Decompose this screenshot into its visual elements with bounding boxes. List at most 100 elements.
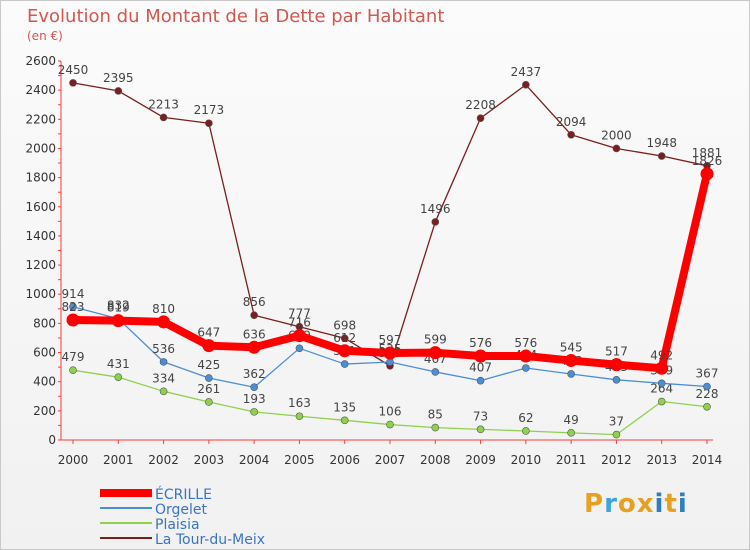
data-point [476, 114, 485, 122]
data-label: 1496 [420, 202, 451, 216]
data-label: 2437 [511, 65, 542, 79]
data-point [69, 302, 77, 311]
data-label: 914 [62, 287, 85, 301]
data-point [386, 420, 394, 429]
y-tick-label: 600 [33, 346, 56, 360]
x-tick-label: 2004 [239, 453, 270, 467]
data-label: 2395 [103, 71, 134, 85]
data-label: 228 [696, 387, 719, 401]
y-tick-label: 1000 [25, 287, 56, 301]
data-point [250, 383, 258, 392]
legend-label: Orgelet [155, 502, 208, 518]
data-label: 193 [243, 392, 266, 406]
data-point [205, 119, 213, 128]
data-point [159, 113, 168, 122]
x-tick-label: 2005 [284, 453, 315, 467]
data-label: 37 [609, 415, 624, 429]
data-label: 479 [62, 350, 85, 364]
data-point [703, 402, 711, 411]
data-label: 1881 [692, 146, 723, 160]
data-point [205, 374, 213, 382]
y-tick-label: 200 [33, 404, 56, 418]
data-point [657, 397, 666, 406]
data-point [250, 408, 258, 416]
data-point [657, 379, 666, 388]
data-point [657, 152, 666, 160]
data-point [340, 360, 349, 368]
data-label: 431 [107, 357, 130, 371]
data-point [431, 218, 440, 226]
x-tick-label: 2011 [556, 453, 587, 467]
data-label: 2173 [194, 103, 225, 117]
data-label: 819 [107, 301, 130, 315]
data-label: 425 [197, 358, 220, 372]
x-tick-label: 2009 [465, 453, 496, 467]
y-tick-label: 400 [33, 375, 56, 389]
data-point [69, 79, 77, 87]
data-point [295, 412, 304, 421]
data-label: 492 [650, 348, 673, 362]
data-point [69, 366, 77, 374]
data-point [609, 358, 623, 372]
data-point [476, 425, 485, 434]
data-label: 49 [564, 413, 579, 427]
data-point [383, 346, 397, 360]
data-label: 823 [62, 300, 85, 314]
data-label: 517 [605, 345, 628, 359]
data-label: 2208 [465, 98, 496, 112]
y-tick-label: 2400 [25, 83, 56, 97]
x-tick-label: 2008 [420, 453, 451, 467]
data-label: 85 [428, 408, 443, 422]
chart-subtitle: (en €) [27, 29, 63, 43]
y-tick-label: 2600 [25, 54, 56, 68]
data-point [386, 358, 394, 366]
data-point [564, 354, 578, 368]
data-point [431, 423, 440, 432]
data-label: 810 [152, 302, 175, 316]
data-point [295, 344, 304, 353]
data-point [567, 370, 575, 378]
data-label: 2094 [556, 115, 587, 129]
data-label: 163 [288, 396, 311, 410]
data-point [700, 167, 714, 181]
data-point [205, 398, 213, 406]
data-point [159, 358, 168, 366]
x-tick-label: 2001 [103, 453, 134, 467]
x-tick-label: 2006 [329, 453, 360, 467]
data-point [250, 311, 258, 320]
data-point [202, 339, 216, 353]
x-tick-label: 2012 [601, 453, 632, 467]
data-label: 545 [560, 341, 583, 355]
y-tick-label: 800 [33, 316, 56, 330]
y-tick-label: 1800 [25, 171, 56, 185]
data-point [522, 80, 530, 89]
data-label: 264 [650, 382, 673, 396]
legend-label: Plaisia [155, 517, 200, 533]
x-tick-label: 2013 [646, 453, 677, 467]
y-tick-label: 1600 [25, 200, 56, 214]
data-point [340, 334, 349, 343]
data-point [114, 373, 123, 381]
proxiti-logo: Proxiti [584, 489, 688, 519]
data-label: 2213 [148, 97, 179, 111]
data-point [340, 416, 349, 425]
data-point [431, 368, 440, 376]
data-label: 2000 [601, 128, 632, 142]
data-point [292, 329, 306, 343]
data-point [522, 427, 530, 435]
data-point [114, 87, 123, 95]
data-label: 62 [518, 411, 533, 425]
y-tick-label: 2200 [25, 112, 56, 126]
data-label: 636 [243, 327, 266, 341]
x-tick-label: 2003 [194, 453, 225, 467]
data-label: 367 [696, 367, 719, 381]
data-label: 261 [197, 382, 220, 396]
data-label: 856 [243, 295, 266, 309]
data-point [567, 130, 575, 139]
data-label: 647 [197, 326, 220, 340]
data-point [66, 313, 80, 327]
data-point [428, 346, 442, 360]
data-label: 832 [107, 299, 130, 313]
data-label: 106 [379, 405, 402, 419]
